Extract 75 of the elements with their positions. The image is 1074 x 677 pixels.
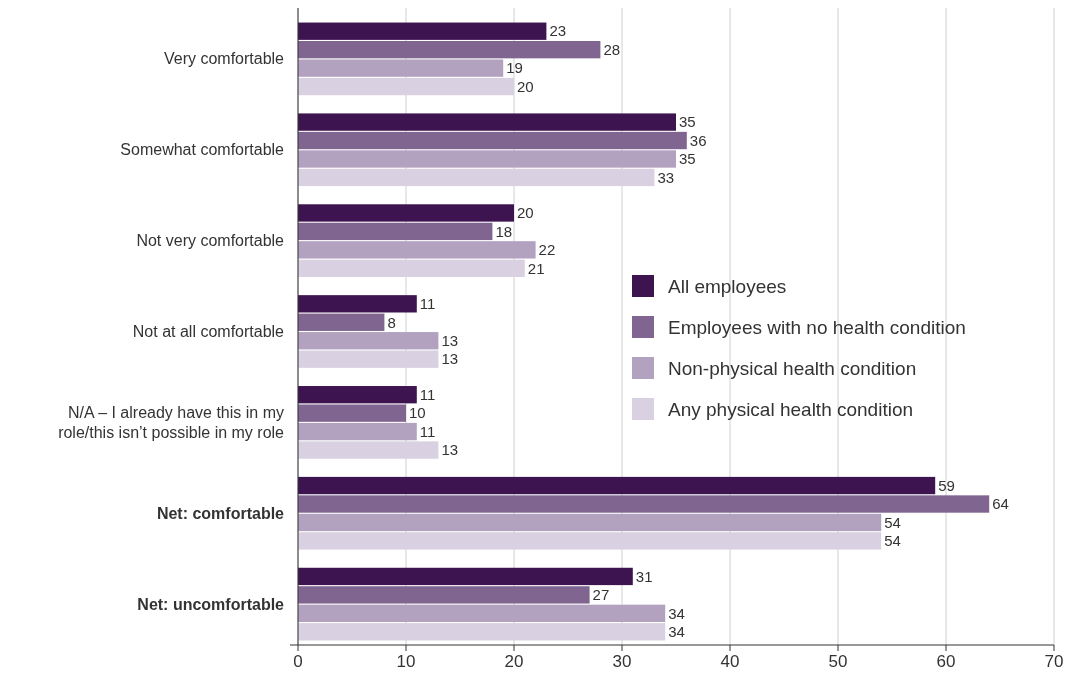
data-label: 13 bbox=[441, 331, 459, 349]
data-label: 18 bbox=[495, 222, 513, 240]
bar bbox=[298, 495, 990, 513]
data-label: 35 bbox=[679, 113, 696, 131]
data-label: 21 bbox=[527, 259, 545, 277]
bar bbox=[298, 22, 547, 40]
bar bbox=[298, 295, 417, 313]
data-label: 34 bbox=[668, 623, 685, 641]
x-tick-label: 20 bbox=[504, 652, 524, 671]
bar bbox=[298, 168, 655, 187]
y-tick-label: Not very comfortable bbox=[136, 232, 285, 250]
data-label: 10 bbox=[409, 404, 426, 422]
bar bbox=[298, 241, 536, 259]
data-label: 28 bbox=[603, 40, 621, 58]
bar bbox=[298, 422, 417, 441]
bar bbox=[298, 259, 525, 277]
x-tick-label: 30 bbox=[612, 652, 632, 671]
data-label: 59 bbox=[938, 476, 955, 494]
bar bbox=[298, 604, 666, 623]
bar bbox=[298, 567, 633, 586]
bar bbox=[298, 113, 676, 131]
y-tick-label: Somewhat comfortable bbox=[120, 141, 285, 159]
y-tick-label: Net: uncomfortable bbox=[137, 595, 285, 613]
data-label: 54 bbox=[884, 513, 901, 531]
data-label: 19 bbox=[506, 59, 523, 77]
data-label: 13 bbox=[441, 350, 459, 368]
bar bbox=[298, 40, 601, 59]
y-tick-label: N/A – I already have this in my role/this isn’t possible in my role bbox=[58, 403, 285, 441]
y-tick-label: Net: comfortable bbox=[156, 504, 285, 522]
legend-label: All employees bbox=[668, 275, 787, 297]
data-label: 31 bbox=[635, 567, 653, 585]
data-label: 11 bbox=[419, 422, 436, 440]
legend-label: Employees with no health condition bbox=[668, 316, 966, 338]
data-label: 34 bbox=[668, 604, 685, 622]
x-tick-label: 50 bbox=[828, 652, 848, 671]
bar bbox=[298, 623, 666, 641]
bar bbox=[298, 476, 936, 495]
data-label: 11 bbox=[419, 295, 436, 313]
data-label: 11 bbox=[419, 385, 436, 403]
data-label: 33 bbox=[657, 168, 675, 186]
legend-label: Any physical health condition bbox=[668, 398, 914, 420]
bar bbox=[298, 59, 504, 77]
bar bbox=[298, 332, 439, 350]
data-label: 8 bbox=[387, 313, 396, 331]
bar bbox=[298, 441, 439, 459]
bar bbox=[298, 513, 882, 532]
data-label: 22 bbox=[538, 241, 556, 259]
bar bbox=[298, 532, 882, 550]
data-label: 20 bbox=[517, 77, 534, 95]
x-tick-label: 70 bbox=[1044, 652, 1064, 671]
data-label: 13 bbox=[441, 441, 459, 459]
data-label: 64 bbox=[992, 495, 1009, 513]
y-tick-label: Very comfortable bbox=[163, 50, 285, 68]
bar bbox=[298, 386, 417, 404]
y-tick-label: Not at all comfortable bbox=[132, 323, 285, 341]
data-label: 36 bbox=[689, 131, 707, 149]
bar bbox=[298, 350, 439, 368]
x-tick-label: 60 bbox=[936, 652, 956, 671]
bar bbox=[298, 313, 385, 331]
x-tick-label: 0 bbox=[293, 652, 303, 671]
data-label: 23 bbox=[549, 22, 567, 40]
bar bbox=[298, 404, 406, 422]
data-label: 20 bbox=[517, 204, 534, 222]
legend-label: Non-physical health condition bbox=[668, 357, 917, 379]
data-label: 27 bbox=[592, 586, 610, 604]
bar bbox=[298, 222, 493, 241]
bar bbox=[298, 150, 676, 168]
bar bbox=[298, 77, 514, 96]
data-label: 35 bbox=[679, 150, 696, 168]
bar bbox=[298, 586, 590, 604]
x-tick-label: 10 bbox=[396, 652, 416, 671]
bar bbox=[298, 204, 514, 222]
data-label: 54 bbox=[884, 532, 901, 550]
x-tick-label: 40 bbox=[720, 652, 740, 671]
bar bbox=[298, 131, 687, 150]
